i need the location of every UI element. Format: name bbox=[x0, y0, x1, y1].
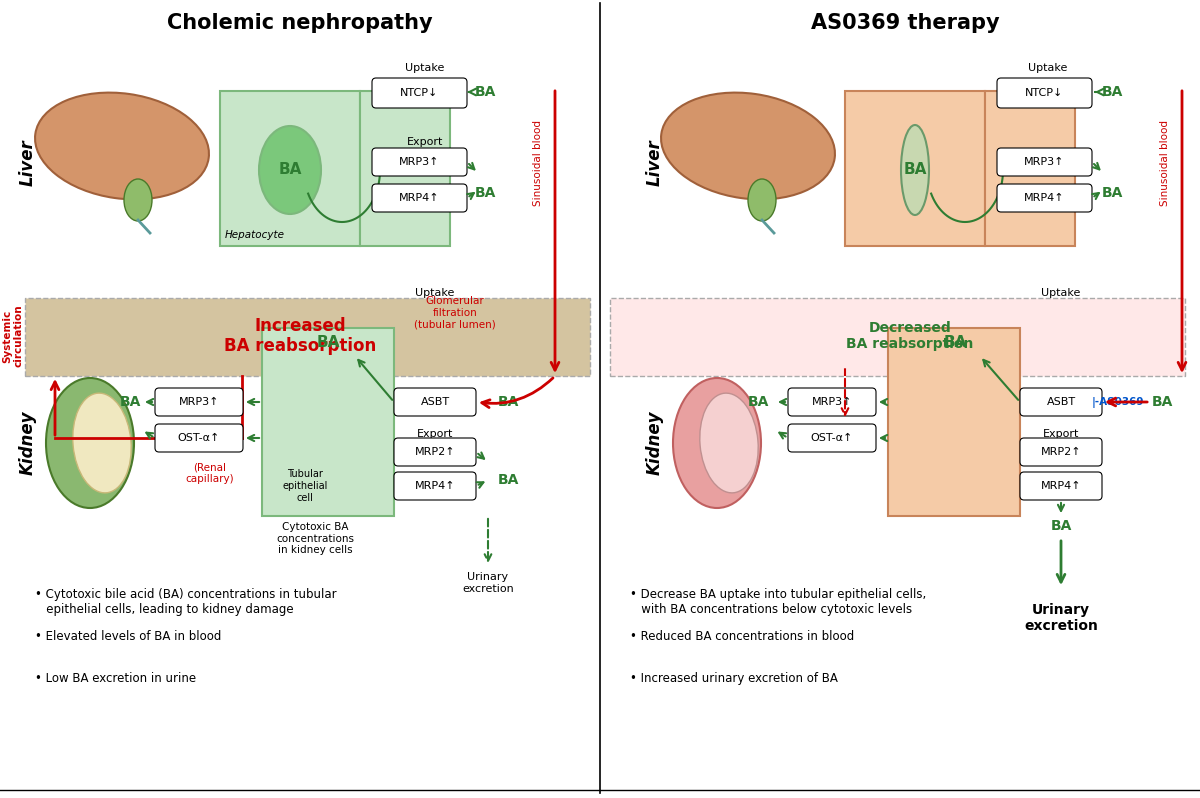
Text: Sinusoidal blood: Sinusoidal blood bbox=[533, 120, 542, 206]
Text: BA: BA bbox=[278, 163, 301, 177]
Text: Increased
BA reabsorption: Increased BA reabsorption bbox=[224, 317, 376, 355]
Text: Export: Export bbox=[407, 137, 443, 147]
Text: Glomerular
filtration
(tubular lumen): Glomerular filtration (tubular lumen) bbox=[414, 296, 496, 330]
Text: BA: BA bbox=[474, 186, 496, 200]
FancyBboxPatch shape bbox=[788, 388, 876, 416]
Text: Kidney: Kidney bbox=[19, 411, 37, 476]
FancyBboxPatch shape bbox=[1020, 388, 1102, 416]
Text: Cytotoxic BA
concentrations
in kidney cells: Cytotoxic BA concentrations in kidney ce… bbox=[276, 522, 354, 555]
FancyBboxPatch shape bbox=[997, 184, 1092, 212]
Text: Urinary
excretion: Urinary excretion bbox=[1024, 603, 1098, 633]
Text: Systemic
circulation: Systemic circulation bbox=[2, 305, 24, 367]
Text: MRP3↑: MRP3↑ bbox=[811, 397, 852, 407]
Text: MRP2↑: MRP2↑ bbox=[415, 447, 455, 457]
Text: Sinusoidal blood: Sinusoidal blood bbox=[1160, 120, 1170, 206]
Text: Liver: Liver bbox=[646, 140, 664, 187]
FancyBboxPatch shape bbox=[788, 424, 876, 452]
Text: MRP4↑: MRP4↑ bbox=[1024, 193, 1064, 203]
Text: NTCP↓: NTCP↓ bbox=[401, 88, 439, 98]
Text: MRP4↑: MRP4↑ bbox=[415, 481, 455, 491]
FancyBboxPatch shape bbox=[372, 78, 467, 108]
Text: OST-α↑: OST-α↑ bbox=[811, 433, 853, 443]
Text: Decreased
BA reabsorption: Decreased BA reabsorption bbox=[846, 321, 973, 351]
Ellipse shape bbox=[673, 378, 761, 508]
Text: • Low BA excretion in urine: • Low BA excretion in urine bbox=[35, 672, 196, 685]
Text: MRP3↑: MRP3↑ bbox=[179, 397, 220, 407]
FancyBboxPatch shape bbox=[394, 472, 476, 500]
Text: OST-α↑: OST-α↑ bbox=[178, 433, 220, 443]
Text: |-AS0369: |-AS0369 bbox=[1092, 397, 1145, 408]
FancyBboxPatch shape bbox=[610, 298, 1186, 376]
Text: Cholemic nephropathy: Cholemic nephropathy bbox=[167, 13, 433, 33]
FancyBboxPatch shape bbox=[888, 328, 1020, 516]
Text: • Increased urinary excretion of BA: • Increased urinary excretion of BA bbox=[630, 672, 838, 685]
Text: • Reduced BA concentrations in blood: • Reduced BA concentrations in blood bbox=[630, 630, 854, 643]
Text: BA: BA bbox=[1151, 395, 1172, 409]
FancyBboxPatch shape bbox=[372, 184, 467, 212]
Ellipse shape bbox=[748, 179, 776, 221]
Text: NTCP↓: NTCP↓ bbox=[1025, 88, 1063, 98]
FancyBboxPatch shape bbox=[997, 148, 1092, 176]
Ellipse shape bbox=[124, 179, 152, 221]
Text: • Cytotoxic bile acid (BA) concentrations in tubular
   epithelial cells, leadin: • Cytotoxic bile acid (BA) concentration… bbox=[35, 588, 337, 616]
Text: Export: Export bbox=[416, 429, 454, 439]
Text: ASBT: ASBT bbox=[420, 397, 450, 407]
Text: Tubular
epithelial
cell: Tubular epithelial cell bbox=[282, 469, 328, 503]
FancyBboxPatch shape bbox=[985, 91, 1075, 246]
Ellipse shape bbox=[35, 93, 209, 200]
Text: BA: BA bbox=[904, 163, 926, 177]
Text: MRP3↑: MRP3↑ bbox=[1025, 157, 1064, 167]
Ellipse shape bbox=[259, 126, 322, 214]
Text: BA: BA bbox=[1102, 85, 1123, 99]
FancyBboxPatch shape bbox=[25, 298, 590, 376]
FancyBboxPatch shape bbox=[997, 78, 1092, 108]
Text: Hepatocyte: Hepatocyte bbox=[226, 230, 286, 240]
Text: Liver: Liver bbox=[19, 140, 37, 187]
Text: BA: BA bbox=[497, 473, 518, 487]
Text: • Elevated levels of BA in blood: • Elevated levels of BA in blood bbox=[35, 630, 221, 643]
Text: Uptake: Uptake bbox=[415, 288, 455, 298]
Text: Uptake: Uptake bbox=[1028, 63, 1068, 73]
Text: BA: BA bbox=[497, 395, 518, 409]
Text: MRP4↑: MRP4↑ bbox=[1040, 481, 1081, 491]
Text: BA: BA bbox=[748, 395, 769, 409]
FancyBboxPatch shape bbox=[845, 91, 985, 246]
Ellipse shape bbox=[901, 125, 929, 215]
Ellipse shape bbox=[661, 93, 835, 200]
FancyBboxPatch shape bbox=[220, 91, 360, 246]
Text: BA: BA bbox=[943, 334, 967, 350]
Text: AS0369 therapy: AS0369 therapy bbox=[811, 13, 1000, 33]
Text: BA: BA bbox=[317, 334, 340, 350]
FancyBboxPatch shape bbox=[372, 148, 467, 176]
Text: Kidney: Kidney bbox=[646, 411, 664, 476]
Text: Urinary
excretion: Urinary excretion bbox=[462, 572, 514, 594]
FancyBboxPatch shape bbox=[360, 91, 450, 246]
FancyBboxPatch shape bbox=[155, 424, 244, 452]
Text: BA: BA bbox=[474, 85, 496, 99]
FancyBboxPatch shape bbox=[262, 328, 394, 516]
Text: BA: BA bbox=[119, 395, 140, 409]
Text: Uptake: Uptake bbox=[1042, 288, 1081, 298]
FancyBboxPatch shape bbox=[394, 388, 476, 416]
Text: ASBT: ASBT bbox=[1046, 397, 1075, 407]
FancyBboxPatch shape bbox=[1020, 438, 1102, 466]
Text: Export: Export bbox=[1043, 429, 1079, 439]
Text: MRP2↑: MRP2↑ bbox=[1040, 447, 1081, 457]
Text: (Renal
capillary): (Renal capillary) bbox=[186, 462, 234, 484]
Text: BA: BA bbox=[1102, 186, 1123, 200]
Ellipse shape bbox=[73, 393, 131, 493]
Text: MRP4↑: MRP4↑ bbox=[400, 193, 440, 203]
FancyBboxPatch shape bbox=[394, 438, 476, 466]
Text: BA: BA bbox=[1050, 519, 1072, 533]
Text: • Decrease BA uptake into tubular epithelial cells,
   with BA concentrations be: • Decrease BA uptake into tubular epithe… bbox=[630, 588, 926, 616]
Text: MRP3↑: MRP3↑ bbox=[400, 157, 439, 167]
FancyBboxPatch shape bbox=[155, 388, 244, 416]
Ellipse shape bbox=[46, 378, 134, 508]
Text: Uptake: Uptake bbox=[406, 63, 445, 73]
Ellipse shape bbox=[700, 393, 758, 493]
FancyBboxPatch shape bbox=[1020, 472, 1102, 500]
